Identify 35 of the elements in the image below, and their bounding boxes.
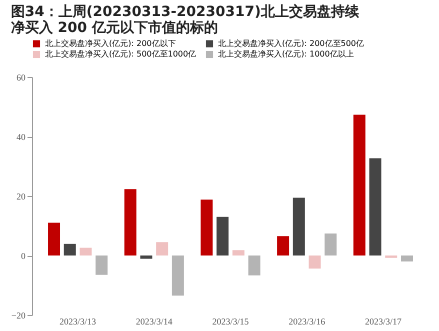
- y-tick-label: 0: [21, 251, 26, 261]
- y-tick-label: 20: [16, 192, 26, 202]
- legend-label: 北上交易盘净买入(亿元): 200亿至500亿: [218, 38, 364, 48]
- bar: [324, 233, 337, 256]
- x-tick-label: 2023/3/15: [212, 316, 250, 326]
- legend-label: 北上交易盘净买入(亿元): 1000亿以上: [218, 50, 354, 58]
- bar: [308, 256, 321, 269]
- x-tick-label: 2023/3/17: [364, 316, 402, 326]
- y-tick-label: −20: [11, 310, 26, 320]
- legend-label: 北上交易盘净买入(亿元): 500亿至1000亿: [45, 50, 196, 58]
- bar: [96, 256, 108, 275]
- bar: [140, 256, 152, 259]
- bar: [277, 236, 290, 256]
- x-tick-label: 2023/3/14: [136, 316, 173, 326]
- legend-label: 北上交易盘净买入(亿元): 200亿以下: [45, 38, 176, 48]
- x-tick-label: 2023/3/13: [60, 316, 97, 326]
- bar: [400, 256, 413, 262]
- bar: [200, 200, 213, 256]
- bar: [248, 256, 260, 276]
- bar: [80, 248, 92, 256]
- bar: [353, 114, 366, 256]
- bar: [292, 198, 305, 256]
- text: 图34：上周(20230313-20230317)北上交易盘持续: [10, 4, 359, 20]
- bar: [64, 244, 76, 256]
- bar: [124, 189, 136, 256]
- bar: [156, 242, 168, 256]
- bar: [232, 250, 244, 256]
- text: 净买入 200 亿元以下市值的标的: [10, 20, 218, 36]
- x-tick-label: 2023/3/16: [288, 316, 326, 326]
- bar: [48, 222, 60, 256]
- bar: [172, 256, 184, 296]
- bar: [216, 216, 229, 256]
- y-tick-label: 60: [16, 72, 26, 82]
- y-tick-label: 40: [16, 132, 26, 142]
- bar: [369, 158, 382, 256]
